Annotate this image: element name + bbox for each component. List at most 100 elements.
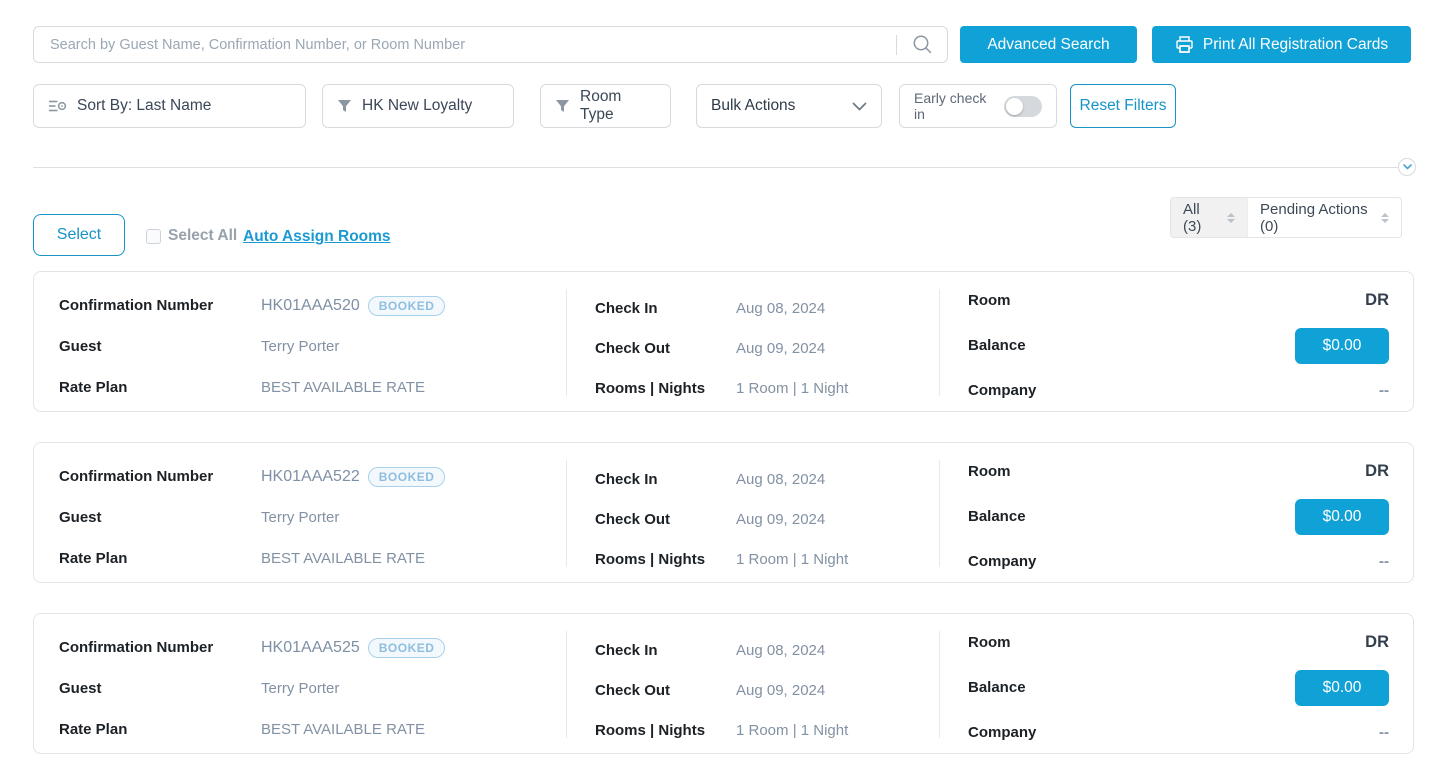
room-label: Room (968, 463, 1011, 480)
sort-by-dropdown[interactable]: Sort By: Last Name (33, 84, 306, 128)
guest-value: Terry Porter (261, 680, 340, 697)
printer-icon (1175, 35, 1194, 54)
rooms-nights-value: 1 Room | 1 Night (736, 550, 849, 568)
guest-row: Guest Terry Porter (59, 497, 554, 538)
column-divider (939, 460, 940, 567)
rate-plan-value: BEST AVAILABLE RATE (261, 550, 425, 567)
confirmation-number-label: Confirmation Number (59, 639, 214, 656)
company-row: Company -- (968, 539, 1389, 584)
check-out-row: Check Out Aug 09, 2024 (595, 499, 930, 539)
company-row: Company -- (968, 710, 1389, 755)
confirmation-number-row: Confirmation Number HK01AAA520 BOOKED (59, 285, 554, 326)
confirmation-number-label: Confirmation Number (59, 297, 214, 314)
check-out-row: Check Out Aug 09, 2024 (595, 670, 930, 710)
room-value: DR (1365, 633, 1389, 651)
balance-button[interactable]: $0.00 (1295, 498, 1389, 535)
check-in-value: Aug 08, 2024 (736, 299, 826, 317)
chevron-down-icon (852, 102, 867, 111)
filter-funnel-icon (555, 99, 570, 113)
filter-funnel-icon (337, 99, 352, 113)
rooms-nights-row: Rooms | Nights 1 Room | 1 Night (595, 368, 930, 408)
balance-button[interactable]: $0.00 (1295, 669, 1389, 706)
rooms-nights-label: Rooms | Nights (595, 379, 706, 397)
rooms-nights-value: 1 Room | 1 Night (736, 379, 849, 397)
column-divider (566, 460, 567, 567)
check-out-value: Aug 09, 2024 (736, 510, 826, 528)
check-in-row: Check In Aug 08, 2024 (595, 630, 930, 670)
column-divider (939, 289, 940, 396)
print-all-registration-cards-button[interactable]: Print All Registration Cards (1152, 26, 1411, 63)
select-all-checkbox[interactable] (146, 228, 161, 244)
room-type-filter-label: Room Type (580, 88, 622, 123)
balance-button[interactable]: $0.00 (1295, 327, 1389, 364)
room-balance-column: Room DR Balance $0.00 Company -- (968, 443, 1389, 584)
check-in-label: Check In (595, 299, 658, 317)
rate-plan-label: Rate Plan (59, 721, 128, 738)
confirmation-number-row: Confirmation Number HK01AAA525 BOOKED (59, 627, 554, 668)
company-value: -- (1379, 724, 1389, 741)
column-divider (566, 289, 567, 396)
reservation-info-column: Confirmation Number HK01AAA522 BOOKED Gu… (59, 443, 554, 579)
select-all-label[interactable]: Select All (168, 227, 238, 244)
rooms-nights-value: 1 Room | 1 Night (736, 721, 849, 739)
balance-row: Balance $0.00 (968, 494, 1389, 539)
confirmation-number-row: Confirmation Number HK01AAA522 BOOKED (59, 456, 554, 497)
reservation-card[interactable]: Confirmation Number HK01AAA522 BOOKED Gu… (33, 442, 1414, 583)
advanced-search-button[interactable]: Advanced Search (960, 26, 1137, 63)
rate-plan-row: Rate Plan BEST AVAILABLE RATE (59, 538, 554, 579)
loyalty-filter-label: HK New Loyalty (362, 97, 473, 114)
stay-dates-column: Check In Aug 08, 2024 Check Out Aug 09, … (595, 443, 930, 579)
loyalty-filter-dropdown[interactable]: HK New Loyalty (322, 84, 514, 128)
confirmation-number-label: Confirmation Number (59, 468, 214, 485)
check-out-value: Aug 09, 2024 (736, 681, 826, 699)
select-button[interactable]: Select (33, 214, 125, 256)
column-divider (566, 631, 567, 738)
check-in-label: Check In (595, 470, 658, 488)
search-bar (33, 26, 948, 63)
guest-label: Guest (59, 509, 102, 526)
reservation-card[interactable]: Confirmation Number HK01AAA525 BOOKED Gu… (33, 613, 1414, 754)
rate-plan-value: BEST AVAILABLE RATE (261, 379, 425, 396)
guest-label: Guest (59, 680, 102, 697)
early-check-in-toggle[interactable] (1004, 95, 1042, 117)
early-check-in-filter: Early check in (899, 84, 1057, 128)
search-input[interactable] (34, 27, 896, 62)
search-divider (896, 34, 897, 55)
company-label: Company (968, 553, 1037, 570)
search-icon[interactable] (897, 27, 947, 62)
room-type-filter-dropdown[interactable]: Room Type (540, 84, 671, 128)
bulk-actions-label: Bulk Actions (711, 97, 796, 114)
collapse-filters-chevron-icon[interactable] (1398, 158, 1416, 176)
rate-plan-row: Rate Plan BEST AVAILABLE RATE (59, 367, 554, 408)
company-value: -- (1379, 553, 1389, 570)
stay-dates-column: Check In Aug 08, 2024 Check Out Aug 09, … (595, 272, 930, 408)
room-row: Room DR (968, 278, 1389, 323)
status-badge: BOOKED (367, 466, 446, 487)
reset-filters-button[interactable]: Reset Filters (1070, 84, 1176, 128)
reservation-card[interactable]: Confirmation Number HK01AAA520 BOOKED Gu… (33, 271, 1414, 412)
auto-assign-rooms-link[interactable]: Auto Assign Rooms (243, 228, 391, 245)
rooms-nights-row: Rooms | Nights 1 Room | 1 Night (595, 539, 930, 579)
tab-all[interactable]: All (3) (1171, 198, 1247, 237)
rooms-nights-label: Rooms | Nights (595, 550, 706, 568)
balance-row: Balance $0.00 (968, 665, 1389, 710)
confirmation-number-value: HK01AAA525 (261, 638, 360, 656)
check-in-row: Check In Aug 08, 2024 (595, 459, 930, 499)
guest-value: Terry Porter (261, 338, 340, 355)
rooms-nights-label: Rooms | Nights (595, 721, 706, 739)
rate-plan-value: BEST AVAILABLE RATE (261, 721, 425, 738)
check-in-label: Check In (595, 641, 658, 659)
tab-pending-actions[interactable]: Pending Actions (0) (1247, 198, 1401, 237)
list-tabs: All (3) Pending Actions (0) (1170, 197, 1402, 238)
balance-label: Balance (968, 679, 1026, 696)
room-label: Room (968, 292, 1011, 309)
guest-label: Guest (59, 338, 102, 355)
confirmation-number-value: HK01AAA522 (261, 467, 360, 485)
room-row: Room DR (968, 620, 1389, 665)
guest-row: Guest Terry Porter (59, 326, 554, 367)
tab-all-label: All (3) (1183, 200, 1202, 235)
balance-label: Balance (968, 508, 1026, 525)
company-label: Company (968, 724, 1037, 741)
bulk-actions-dropdown[interactable]: Bulk Actions (696, 84, 882, 128)
check-out-label: Check Out (595, 339, 671, 357)
